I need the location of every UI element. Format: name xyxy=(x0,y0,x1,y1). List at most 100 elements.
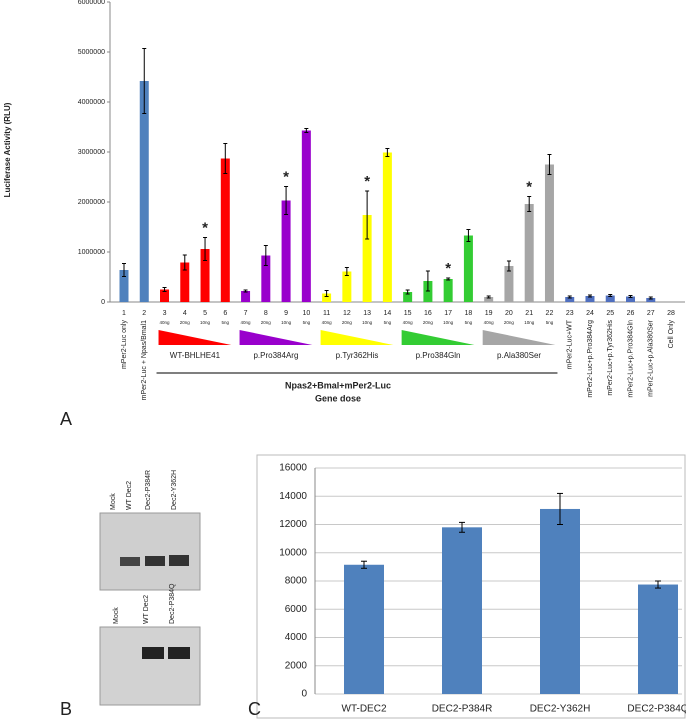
lane-label: WT Dec2 xyxy=(126,481,133,510)
dose-label: 40ng xyxy=(160,320,171,325)
y-tick-label: 4000000 xyxy=(78,99,105,106)
dose-label: 10ng xyxy=(281,320,292,325)
bar xyxy=(119,270,129,302)
y-tick-label: 1000000 xyxy=(78,249,105,256)
panel-label: A xyxy=(60,409,72,429)
x-tick-label: 2 xyxy=(142,310,146,317)
x-tick-label: 22 xyxy=(546,310,554,317)
x-tick-label: 14 xyxy=(383,310,391,317)
group-label: p.Tyr362His xyxy=(336,351,379,360)
dose-label: 20ng xyxy=(342,320,353,325)
dose-label: 10ng xyxy=(362,320,373,325)
bar xyxy=(180,262,190,302)
blot-1 xyxy=(99,512,201,591)
bar xyxy=(344,564,384,694)
x-tick-label: 25 xyxy=(606,310,614,317)
x-tick-label: 17 xyxy=(444,310,452,317)
y-tick-label: 2000000 xyxy=(78,199,105,206)
group-label: p.Pro384Arg xyxy=(253,351,298,360)
bar xyxy=(301,130,311,302)
lane-label: Dec2-P384R xyxy=(145,470,152,510)
dose-label: 10ng xyxy=(524,320,535,325)
dose-label: 40ng xyxy=(484,320,495,325)
dose-label: 5ng xyxy=(384,320,392,325)
x-tick-label: 15 xyxy=(404,310,412,317)
significance-marker: * xyxy=(445,260,451,277)
x-tick-label: 27 xyxy=(647,310,655,317)
lane-label: WT Dec2 xyxy=(143,595,150,624)
y-tick-label: 10000 xyxy=(279,547,307,558)
group-label: p.Ala380Ser xyxy=(497,351,541,360)
y-axis-label: Luciferase Activity (RLU) xyxy=(3,102,12,197)
x-tick-label: 26 xyxy=(627,310,635,317)
bar xyxy=(626,296,635,302)
bar xyxy=(322,293,332,302)
x-tick-label: WT-DEC2 xyxy=(342,704,387,715)
x-tick-label: DEC2-P384R xyxy=(432,704,493,715)
significance-marker: * xyxy=(283,168,289,185)
blot-band xyxy=(168,647,190,659)
bar xyxy=(160,289,170,302)
panel-label: B xyxy=(60,699,72,719)
dose-label: 20ng xyxy=(504,320,515,325)
x-tick-label: 8 xyxy=(264,310,268,317)
panel-c-frame xyxy=(256,454,686,719)
blot-band xyxy=(120,557,140,566)
y-tick-label: 16000 xyxy=(279,463,307,474)
bar xyxy=(638,584,678,694)
x-tick-label: 9 xyxy=(284,310,288,317)
dose-label: 5ng xyxy=(546,320,554,325)
bar xyxy=(565,297,575,302)
lane-label: Mock xyxy=(110,493,117,510)
lane-label: Dec2-Y362H xyxy=(171,470,178,510)
sample-label: Cell Only xyxy=(668,320,675,349)
bar xyxy=(585,296,595,302)
bar xyxy=(403,292,413,302)
x-tick-label: 3 xyxy=(163,310,167,317)
dose-label: 20ng xyxy=(423,320,434,325)
x-tick-label: 6 xyxy=(223,310,227,317)
bar xyxy=(200,249,210,302)
sample-label: mPer2-Luc+p.Pro384Arg xyxy=(587,320,594,398)
bar xyxy=(281,200,291,302)
bar xyxy=(261,255,271,302)
x-tick-label: 24 xyxy=(586,310,594,317)
dose-label: 5ng xyxy=(303,320,311,325)
blot-2 xyxy=(99,626,201,706)
dose-ramp xyxy=(158,330,232,345)
lane-label: Dec2-P384Q xyxy=(169,583,176,624)
y-tick-label: 5000000 xyxy=(78,49,105,56)
group-label: WT-BHLHE41 xyxy=(170,351,221,360)
x-tick-label: 12 xyxy=(343,310,351,317)
dose-label: 5ng xyxy=(465,320,473,325)
sample-label: mPer2-Luc + Npas/Bmal1 xyxy=(141,320,148,400)
dose-label: 10ng xyxy=(200,320,211,325)
x-tick-label: 1 xyxy=(122,310,126,317)
y-tick-label: 2000 xyxy=(285,660,308,671)
sample-label: mPer2-Luc+p.Tyr362His xyxy=(607,320,614,396)
bar xyxy=(504,266,514,302)
blot-band xyxy=(145,556,165,566)
x-tick-label: DEC2-P384Q xyxy=(627,704,686,715)
dose-ramp xyxy=(320,330,394,345)
sample-label: mPer2-Luc only xyxy=(121,320,128,370)
sample-label: mPer2-Luc+p.Ala380Ser xyxy=(648,319,655,397)
x-tick-label: DEC2-Y362H xyxy=(530,704,591,715)
bar xyxy=(442,527,482,694)
x-tick-label: 11 xyxy=(323,310,330,317)
y-tick-label: 4000 xyxy=(285,632,308,643)
x-tick-label: 5 xyxy=(203,310,207,317)
dose-label: 5ng xyxy=(222,320,230,325)
y-tick-label: 0 xyxy=(301,689,307,700)
bracket-sublabel: Gene dose xyxy=(315,393,361,403)
sample-label: mPer2-Luc+p.Pro384Gln xyxy=(627,320,634,398)
dose-label: 20ng xyxy=(180,320,191,325)
significance-marker: * xyxy=(202,219,208,236)
x-tick-label: 16 xyxy=(424,310,432,317)
bar xyxy=(463,235,473,302)
x-tick-label: 19 xyxy=(485,310,493,317)
y-tick-label: 0 xyxy=(101,299,105,306)
bar xyxy=(241,291,251,302)
dose-ramp xyxy=(239,330,313,345)
